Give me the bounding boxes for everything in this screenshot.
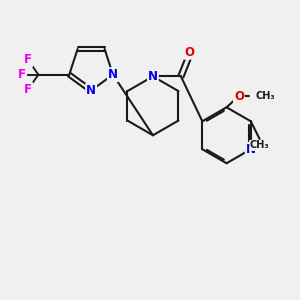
- Text: F: F: [24, 53, 32, 66]
- Text: N: N: [86, 84, 96, 97]
- Text: O: O: [184, 46, 194, 59]
- Text: CH₃: CH₃: [250, 140, 269, 150]
- Text: F: F: [18, 68, 26, 81]
- Text: CH₃: CH₃: [255, 91, 275, 101]
- Text: O: O: [234, 90, 244, 103]
- Text: N: N: [246, 143, 256, 156]
- Text: N: N: [108, 68, 118, 81]
- Text: N: N: [148, 70, 158, 83]
- Text: F: F: [24, 83, 32, 96]
